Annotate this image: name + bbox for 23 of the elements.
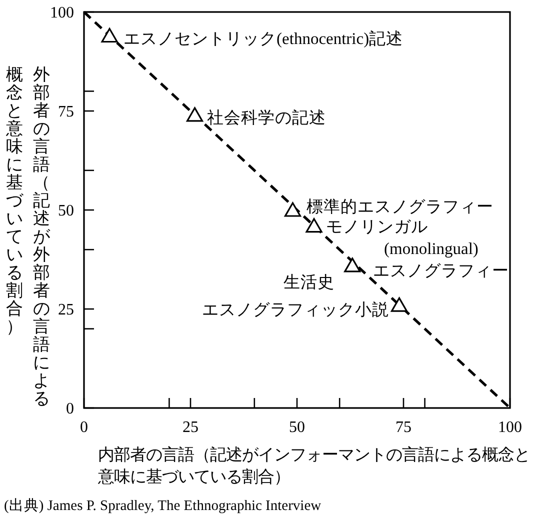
x-axis-title: 内部者の言語（記述がインフォーマントの言語による概念と意味に基づいている割合） [98,444,530,488]
point [390,297,408,312]
x-tick-label: 75 [396,419,412,436]
annotation: エスノセントリック(ethnocentric)記述 [124,28,404,48]
annotation: エスノグラフィック小説 [202,300,390,320]
y-tick-label: 0 [66,400,74,418]
y-tick-label: 25 [58,302,74,318]
point [101,28,118,43]
point [344,258,361,272]
annotation: 標準的エスノグラフィー [306,197,494,216]
x-tick-label: 50 [289,419,305,436]
y-tick-label: 100 [50,4,74,22]
point [186,107,204,122]
text: (出典) James P. Spradley, The Ethnographic Interview [4,497,322,515]
annotation: 社会科学の記述 [206,108,326,127]
x-tick-label: 100 [498,419,522,436]
y-tick-label: 75 [58,104,74,120]
text: 外部者の言語（記述が外部者の言語による概念と意味に基づいている割合） [6,65,50,408]
point [284,202,302,217]
point [306,218,322,233]
x-tick-label: 0 [80,419,88,436]
x-tick-label: 25 [182,419,198,436]
y-tick-label: 50 [58,202,74,220]
